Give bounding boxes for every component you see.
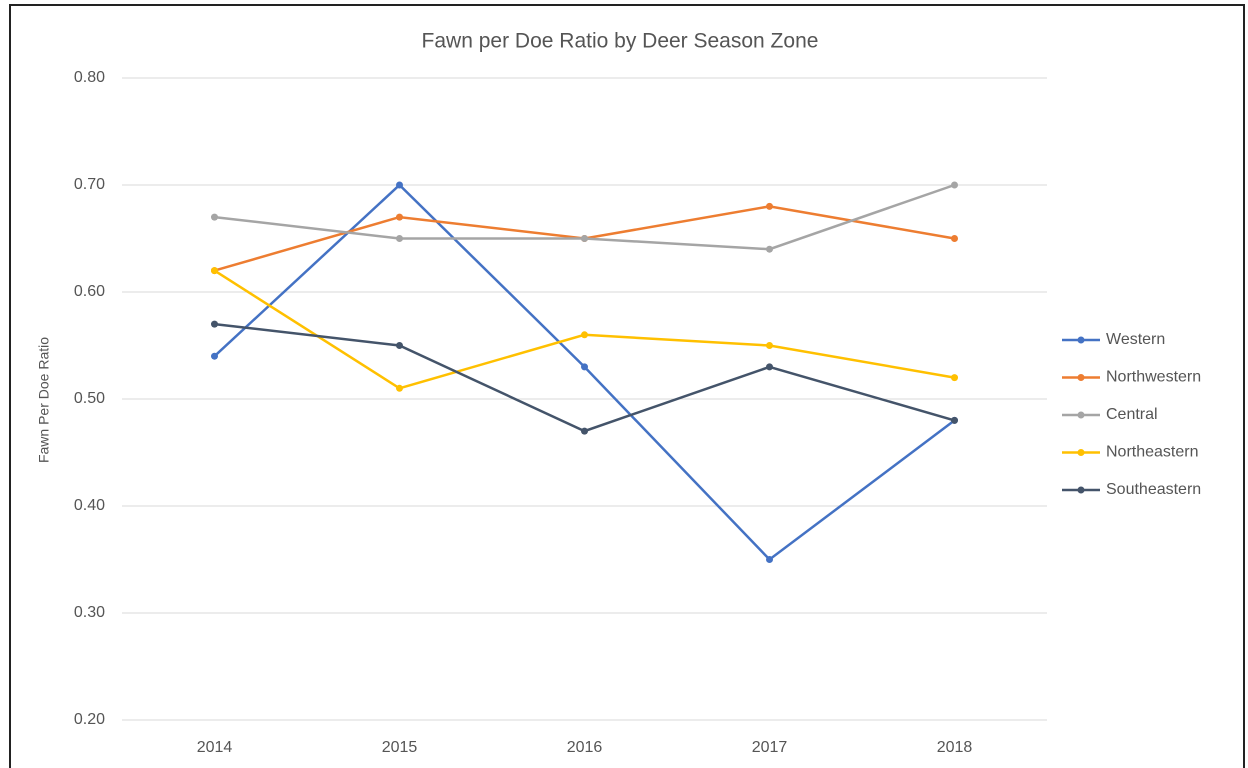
x-tick-label: 2014	[197, 739, 233, 756]
legend-marker	[1077, 411, 1085, 419]
x-tick-label: 2018	[937, 739, 973, 756]
point	[951, 235, 958, 242]
legend-label: Northwestern	[1106, 369, 1201, 386]
legend-marker	[1077, 336, 1085, 344]
point	[951, 181, 958, 189]
y-tick-label: 0.70	[74, 176, 105, 193]
legend-marker	[1077, 374, 1085, 381]
y-tick-label: 0.80	[74, 69, 105, 86]
legend-label: Central	[1106, 406, 1158, 423]
point	[211, 320, 218, 328]
y-tick-label: 0.30	[74, 604, 105, 621]
point	[211, 267, 218, 275]
point	[581, 235, 588, 242]
point	[396, 342, 403, 349]
y-tick-label: 0.50	[74, 390, 105, 407]
point	[951, 374, 958, 382]
point	[211, 352, 218, 360]
point	[766, 363, 773, 371]
point	[581, 331, 588, 339]
point	[766, 342, 773, 349]
point	[396, 213, 403, 221]
point	[951, 416, 958, 424]
point	[396, 235, 403, 242]
y-tick-label: 0.60	[74, 283, 105, 300]
legend-label: Southeastern	[1106, 481, 1201, 498]
y-tick-label: 0.20	[74, 711, 105, 728]
point	[766, 202, 773, 210]
x-tick-label: 2015	[382, 739, 418, 756]
chart-border	[9, 4, 1245, 768]
point	[211, 213, 218, 221]
chart-title: Fawn per Doe Ratio by Deer Season Zone	[422, 30, 819, 53]
point	[581, 427, 588, 435]
x-tick-label: 2017	[752, 739, 788, 756]
legend-marker	[1077, 486, 1085, 494]
y-axis-label: Fawn Per Doe Ratio	[36, 337, 52, 463]
y-tick-label: 0.40	[74, 497, 105, 514]
point	[581, 363, 588, 371]
point	[766, 556, 773, 563]
legend-label: Northeastern	[1106, 444, 1199, 461]
x-tick-label: 2016	[567, 739, 603, 756]
point	[766, 245, 773, 253]
legend-label: Western	[1106, 331, 1165, 348]
legend-marker	[1077, 449, 1085, 456]
point	[396, 384, 403, 392]
point	[396, 181, 403, 189]
